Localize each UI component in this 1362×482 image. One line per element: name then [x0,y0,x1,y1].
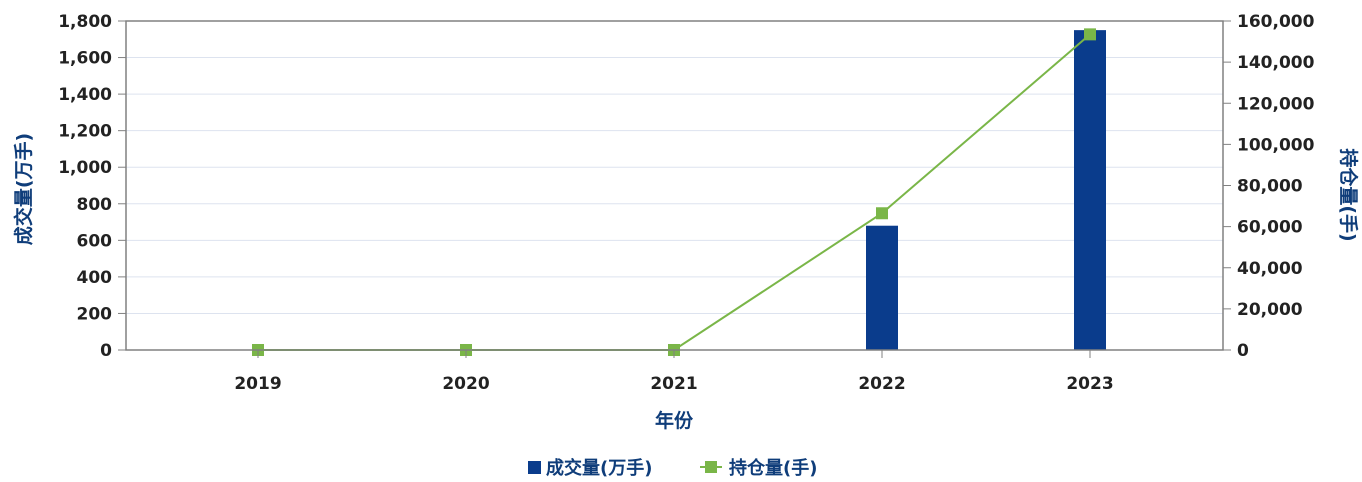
legend-swatch-open-interest-marker [705,461,717,473]
y-tick-label: 400 [77,268,113,288]
y-tick-label: 800 [77,195,113,215]
bar [866,225,898,350]
line-point [1084,28,1096,41]
y2-tick-label: 60,000 [1237,218,1303,238]
y-tick-label: 1,600 [58,49,112,69]
legend-swatch-volume [528,461,541,474]
y2-tick-label: 0 [1237,341,1249,361]
y2-tick-label: 160,000 [1237,12,1315,32]
line-point [876,207,888,220]
x-tick-label: 2020 [442,374,489,394]
y-tick-label: 1,200 [58,122,112,142]
x-axis-title: 年份 [655,409,694,432]
series-line [258,33,1091,351]
x-tick-label: 2023 [1066,374,1113,394]
y-tick-label: 1,400 [58,85,112,105]
y-axis-title: 成交量(万手) [12,133,35,245]
legend: 成交量(万手) 持仓量(手) [528,457,817,479]
plot-frame [125,20,1224,351]
x-tick-label: 2021 [650,374,697,394]
y-tick-label: 1,000 [58,158,112,178]
y2-axis-title: 持仓量(手) [1337,148,1360,241]
y2-tick-label: 120,000 [1237,94,1315,114]
y-tick-label: 600 [77,231,113,251]
y-tick-label: 0 [100,341,112,361]
bar-series [866,30,1106,351]
legend-label-open-interest: 持仓量(手) [729,457,817,478]
y-tick-label: 200 [77,304,113,324]
x-tick-label: 2022 [858,374,905,394]
y2-tick-label: 100,000 [1237,135,1315,155]
right-axis-ticks: 0 20,000 40,000 60,000 80,000 100,000 120,000 1… [1223,12,1315,361]
plot-border [125,20,1224,351]
legend-label-volume: 成交量(万手) [546,457,652,478]
y2-tick-label: 80,000 [1237,177,1303,197]
left-axis-ticks: 0 200 400 600 800 1,000 1,200 1,400 1,600 1,800 [58,12,126,361]
x-axis-ticks: 2019 2020 2021 2022 2023 [234,350,1114,394]
bar [1074,30,1106,351]
grid-lines [126,20,1223,314]
y-tick-label: 1,800 [58,12,112,32]
y2-tick-label: 20,000 [1237,300,1303,320]
y2-tick-label: 40,000 [1237,259,1303,279]
line-series [252,28,1096,356]
y2-tick-label: 140,000 [1237,53,1315,73]
x-tick-label: 2019 [234,374,281,394]
